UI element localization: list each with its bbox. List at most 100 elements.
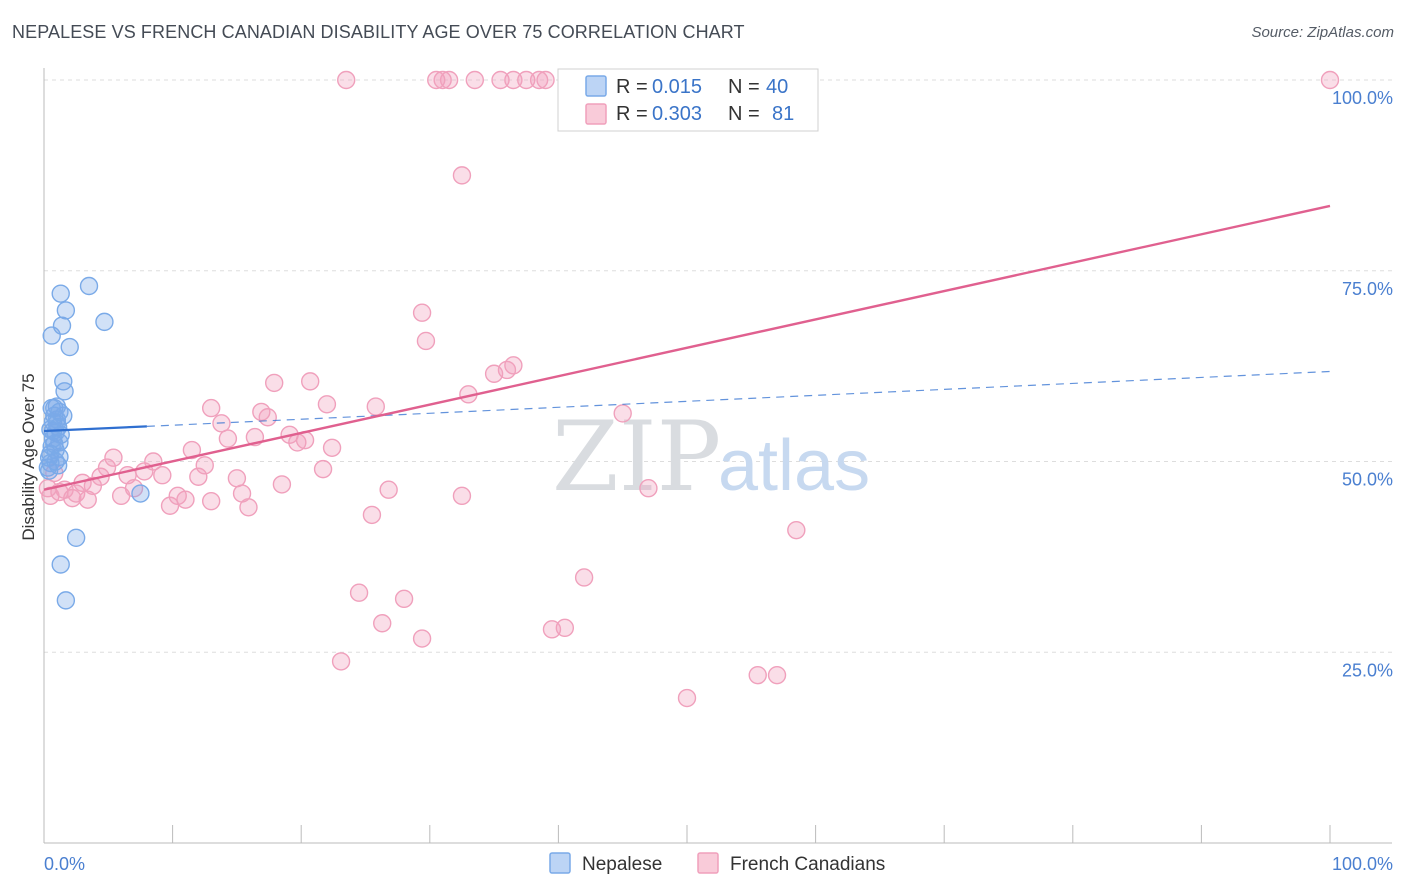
legend-n-value-nepalese: 40 — [766, 76, 788, 98]
legend-r-label-french: R = — [616, 103, 648, 125]
french-point-8 — [78, 490, 97, 509]
french-point-69 — [536, 70, 555, 90]
y-axis-label: Disability Age Over 75 — [19, 373, 38, 540]
french-point-74 — [639, 479, 658, 498]
nepalese-point-26 — [66, 528, 86, 547]
french-point-41 — [313, 459, 333, 479]
x-tick-label-0: 0.0% — [44, 854, 85, 874]
french-point-54 — [416, 331, 436, 351]
series-legend-label-nepalese: Nepalese — [582, 854, 662, 875]
french-point-21 — [176, 490, 195, 509]
french-point-80 — [1320, 70, 1340, 90]
french-point-67 — [517, 70, 536, 90]
chart-title: NEPALESE VS FRENCH CANADIAN DISABILITY A… — [12, 22, 745, 42]
french-point-52 — [412, 303, 432, 322]
watermark: ZIP atlas — [552, 401, 870, 513]
legend-n-value-french: 81 — [772, 103, 794, 125]
french-point-63 — [491, 70, 510, 90]
series-legend-swatch-french — [697, 852, 719, 874]
french-point-71 — [555, 618, 575, 638]
french-point-26 — [201, 398, 221, 418]
x-tick-labels: 0.0% 100.0% — [44, 854, 1393, 874]
french-point-18 — [153, 466, 172, 485]
french-point-29 — [227, 469, 247, 488]
watermark-atlas: atlas — [718, 426, 870, 506]
french-point-50 — [379, 480, 398, 499]
series-legend-swatch-nepalese — [549, 852, 571, 874]
french-point-47 — [362, 505, 382, 525]
french-point-75 — [677, 688, 697, 708]
french-point-66 — [504, 70, 523, 90]
legend-r-value-french: 0.303 — [652, 103, 702, 125]
legend-r-label-nepalese: R = — [616, 76, 648, 98]
chart-source: Source: ZipAtlas.com — [1251, 24, 1394, 41]
french-point-44 — [331, 652, 351, 671]
french-point-46 — [349, 583, 369, 602]
french-point-59 — [452, 166, 472, 185]
french-point-61 — [465, 70, 485, 90]
nepalese-point-20 — [56, 301, 76, 320]
legend-r-value-nepalese: 0.015 — [652, 76, 702, 98]
nepalese-point-29 — [131, 484, 150, 503]
french-point-22 — [182, 440, 202, 460]
legend-swatch-french — [585, 103, 607, 125]
trend-line-nepalese-extension — [146, 370, 1331, 428]
french-point-56 — [433, 70, 452, 90]
nepalese-point-23 — [60, 337, 79, 357]
french-point-51 — [394, 589, 414, 609]
nepalese-point-22 — [55, 382, 74, 401]
french-point-45 — [337, 70, 356, 90]
french-point-35 — [264, 373, 284, 393]
stats-legend: R = 0.015 N = 40 R = 0.303 N = 81 — [557, 68, 819, 132]
french-point-68 — [529, 70, 549, 90]
trend-line-nepalese — [43, 425, 147, 433]
nepalese-point-39 — [46, 452, 65, 471]
series-legend: Nepalese French Canadians — [549, 852, 885, 875]
grid-lines — [44, 79, 1392, 653]
trend-line-french — [43, 204, 1331, 491]
nepalese-point-28 — [95, 312, 114, 332]
nepalese-point-18 — [51, 284, 70, 303]
y-tick-label-2: 75.0% — [1342, 279, 1393, 299]
watermark-zip: ZIP — [552, 401, 721, 513]
french-point-34 — [258, 408, 277, 427]
nepalese-point-24 — [51, 555, 70, 574]
french-point-31 — [239, 498, 258, 517]
french-point-40 — [301, 372, 320, 391]
french-point-73 — [613, 404, 632, 423]
series-legend-label-french: French Canadians — [730, 854, 885, 875]
nepalese-point-27 — [79, 276, 99, 296]
legend-n-label-french: N = — [728, 103, 760, 125]
french-point-36 — [272, 475, 292, 494]
french-point-57 — [439, 70, 459, 90]
french-point-23 — [189, 467, 208, 486]
french-point-79 — [787, 520, 806, 540]
nepalese-point-25 — [56, 591, 76, 610]
series-nepalese-points — [38, 276, 150, 610]
french-point-65 — [504, 356, 523, 375]
nepalese-point-30 — [39, 461, 59, 480]
french-point-53 — [412, 629, 432, 648]
y-tick-label-0: 25.0% — [1342, 660, 1393, 680]
french-point-25 — [201, 491, 221, 511]
french-point-48 — [366, 397, 385, 416]
french-point-49 — [373, 614, 392, 633]
legend-n-label-nepalese: N = — [728, 76, 760, 98]
trend-lines — [43, 204, 1331, 491]
x-tick-label-1: 100.0% — [1332, 854, 1393, 874]
legend-swatch-nepalese — [585, 75, 607, 97]
french-point-77 — [748, 665, 767, 685]
french-point-72 — [574, 568, 594, 587]
nepalese-point-37 — [50, 402, 69, 422]
french-point-78 — [767, 665, 787, 685]
y-tick-label-3: 100.0% — [1332, 88, 1393, 108]
series-french-canadians-points — [38, 70, 1340, 708]
french-point-28 — [218, 429, 238, 448]
french-point-12 — [104, 448, 123, 467]
french-point-58 — [452, 486, 472, 506]
french-point-43 — [322, 438, 342, 457]
french-point-42 — [317, 395, 337, 414]
french-point-24 — [195, 456, 214, 475]
french-point-6 — [66, 484, 86, 503]
